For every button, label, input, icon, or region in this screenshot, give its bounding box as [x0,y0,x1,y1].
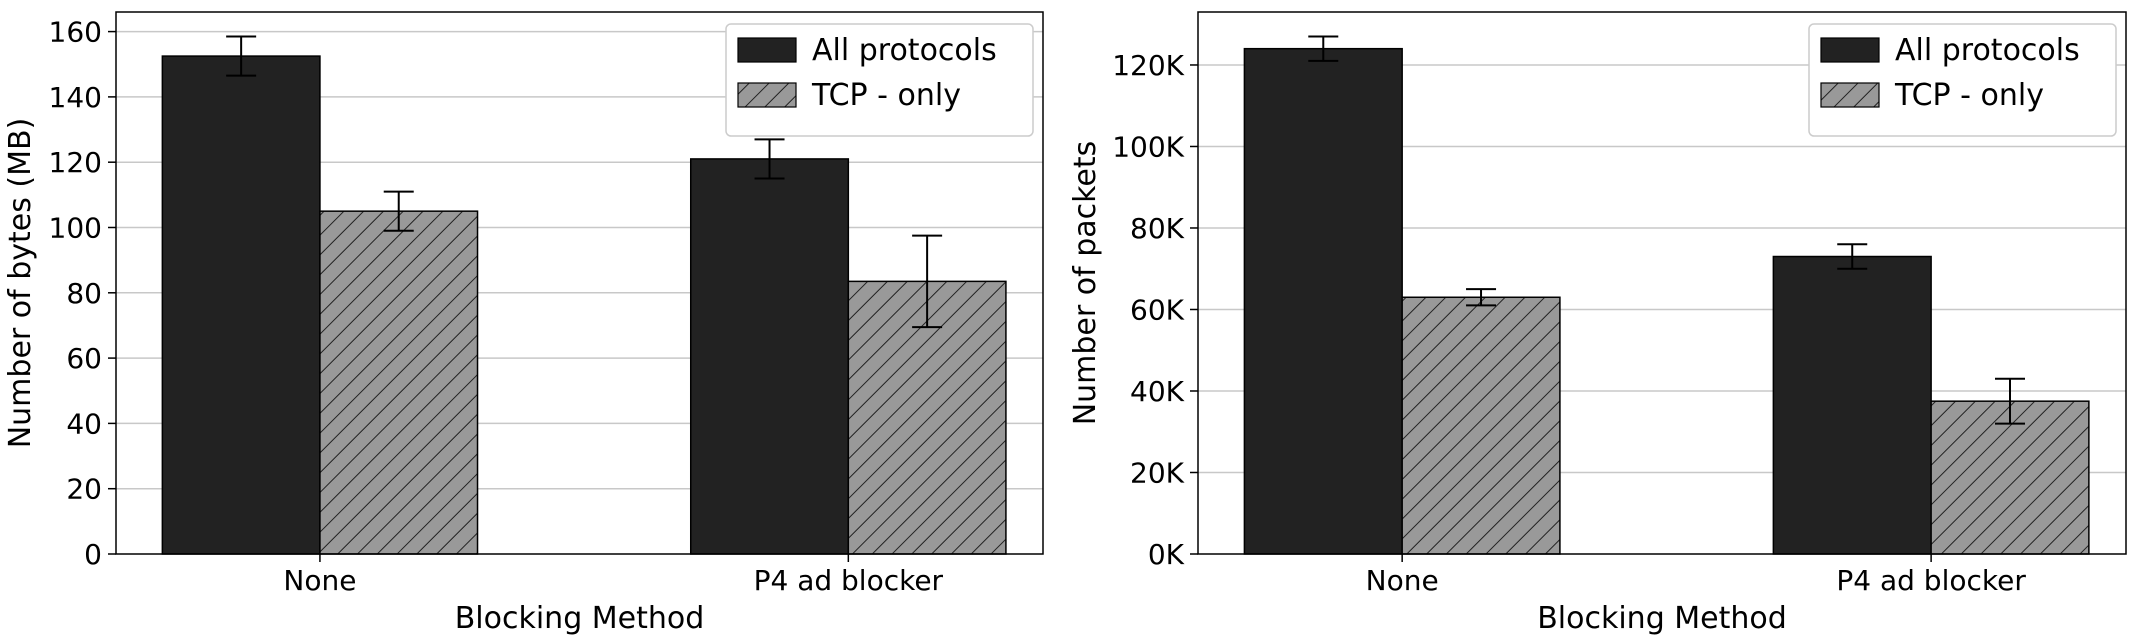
y-tick-label: 0 [84,538,102,571]
y-axis-title: Number of bytes (MB) [3,118,38,449]
y-tick-label: 60K [1130,293,1185,326]
bar-all-protocols [161,55,321,555]
error-bar [912,234,943,329]
y-tick-label: 20K [1130,456,1185,489]
legend-label: All protocols [812,33,997,68]
x-tick-label: None [283,564,356,597]
y-axis-title: Number of packets [1068,141,1103,426]
y-tick-label: 0K [1148,538,1185,571]
y-tick-label: 40 [66,407,102,440]
x-axis-title: Blocking Method [1537,601,1787,636]
chart-2: None P4 ad blocker 0K 20K 40K 60K 80K 100K 120K B… [1068,11,2127,636]
legend-box [1808,23,2117,137]
y-tick-label: 40K [1130,375,1185,408]
bar-all-protocols [689,158,850,555]
y-tick-label: 60 [66,342,102,375]
x-tick-label: None [1366,564,1439,597]
y-tick-label: 80 [66,277,102,310]
error-bar [754,138,785,180]
legend-label: TCP - only [1894,78,2044,113]
plot-frame [1197,11,2127,555]
error-bar [1308,35,1339,62]
y-tick-label: 100K [1112,130,1184,163]
error-bar [226,35,257,77]
error-bar [383,190,414,232]
y-tick-label: 160 [49,16,102,49]
y-tick-label: 120 [49,146,102,179]
y-tick-label: 80K [1130,212,1185,245]
x-tick-label: P4 ad blocker [1836,564,2026,597]
y-tick-label: 140 [49,81,102,114]
y-tick-label: 100 [49,211,102,244]
legend: All protocols TCP - only [1808,23,2117,137]
error-bar [1466,288,1497,307]
legend-swatch [737,37,797,63]
legend-box [725,23,1034,137]
bar-all-protocols [1243,47,1403,555]
bar-all-protocols [1772,255,1932,555]
legend-swatch [1820,82,1880,108]
bar-tcp-only [319,210,479,555]
legend-swatch [737,82,797,108]
error-bar [1995,377,2025,425]
error-bar [1837,243,1868,270]
legend-swatch [1820,37,1880,63]
x-tick-label: P4 ad blocker [754,564,944,597]
chart-1: None P4 ad blocker 0 20 40 60 80 100 120 140 160 Bl… [3,11,1044,636]
plot-frame [115,11,1044,555]
y-tick-label: 20 [66,473,102,506]
x-axis-title: Blocking Method [455,601,705,636]
bar-tcp-only [1930,400,2090,555]
legend-label: All protocols [1895,33,2080,68]
legend: All protocols TCP - only [725,23,1034,137]
bar-tcp-only [1401,296,1561,555]
legend-label: TCP - only [811,78,961,113]
y-tick-label: 120K [1112,49,1184,82]
